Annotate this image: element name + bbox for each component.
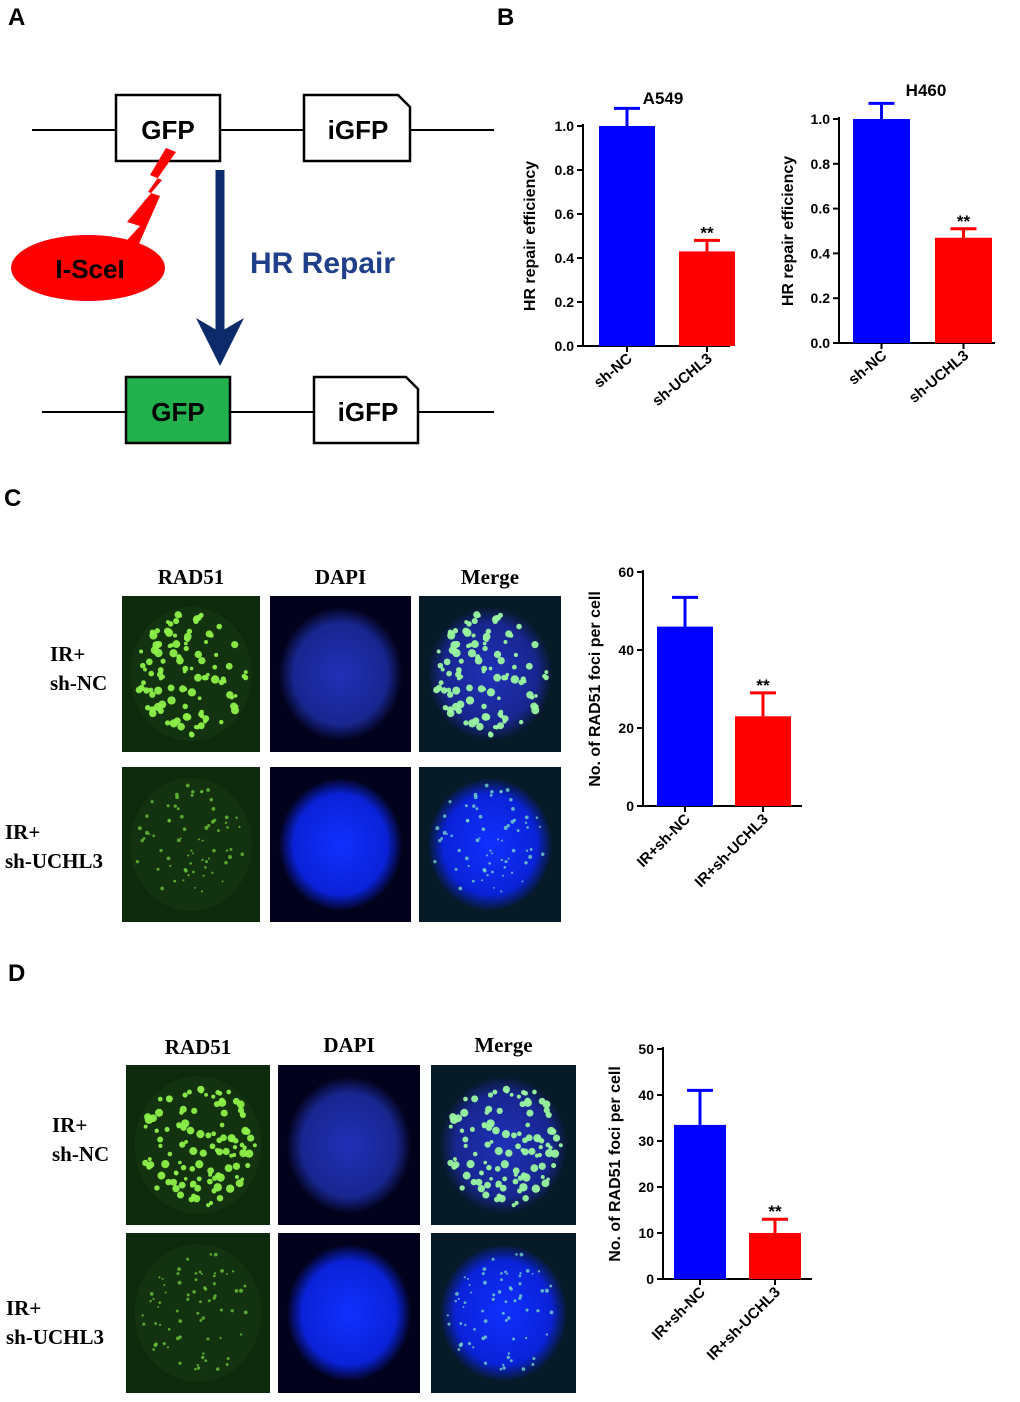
gfp-bottom-label: GFP <box>151 397 204 427</box>
bar-ir-sh-uchl3 <box>735 716 791 806</box>
micrograph-rad51-sh-uchl3-c <box>122 767 260 922</box>
y-tick-label: 50 <box>638 1041 654 1057</box>
significance-marker: ** <box>957 212 971 231</box>
row-label-sh-uchl3-d: IR+ sh-UCHL3 <box>6 1296 105 1349</box>
panel-label-c: C <box>4 485 22 512</box>
col-label-merge-c: Merge <box>460 565 520 589</box>
panel-label-a: A <box>8 4 26 31</box>
col-label-dapi-c: DAPI <box>314 565 367 589</box>
row-label-sh-nc-d: IR+ sh-NC <box>52 1113 110 1166</box>
y-tick-label: 0.2 <box>811 290 831 306</box>
y-axis-label: HR repair efficiency <box>780 156 797 306</box>
y-tick-label: 1.0 <box>555 118 575 134</box>
micrograph-merge-sh-nc-d <box>431 1065 576 1225</box>
y-tick-label: 0.6 <box>811 201 831 217</box>
x-tick-label: IR+sh-NC <box>649 1284 709 1344</box>
y-axis-label: No. of RAD51 foci per cell <box>587 591 604 787</box>
micrograph-dapi-sh-uchl3-d <box>278 1233 420 1393</box>
x-tick-label: sh-NC <box>845 347 890 389</box>
chart-title: H460 <box>906 81 947 100</box>
y-tick-label: 0.4 <box>811 245 831 261</box>
gfp-top-label: GFP <box>141 115 194 145</box>
micrograph-dapi-sh-nc-d <box>278 1065 420 1225</box>
x-tick-label: IR+sh-UCHL3 <box>704 1284 784 1364</box>
bar-sh-uchl3 <box>679 251 735 346</box>
y-tick-label: 20 <box>638 1179 654 1195</box>
hr-repair-label: HR Repair <box>250 247 395 280</box>
y-tick-label: 0.8 <box>811 156 831 172</box>
x-tick-label: IR+sh-UCHL3 <box>692 811 772 891</box>
y-tick-label: 30 <box>638 1133 654 1149</box>
bar-sh-nc <box>853 119 910 343</box>
y-tick-label: 0.0 <box>811 335 831 351</box>
bar-sh-uchl3 <box>935 237 992 343</box>
chart-a549-hr-efficiency: 0.0 0.2 0.4 0.6 0.8 1.0 HR repair efficiency A5… <box>522 89 735 410</box>
bar-ir-sh-uchl3 <box>749 1233 801 1279</box>
micrograph-dapi-sh-uchl3-c <box>270 767 411 922</box>
lightning-bolt-icon <box>118 148 176 250</box>
x-tick-label: sh-NC <box>591 350 636 392</box>
igfp-top-box <box>302 93 412 163</box>
significance-marker: ** <box>756 676 770 695</box>
isce1-enzyme <box>11 235 165 301</box>
x-tick-label: sh-UCHL3 <box>906 347 972 407</box>
micrograph-rad51-sh-nc-d <box>126 1065 270 1225</box>
micrograph-dapi-sh-nc-c <box>270 596 411 752</box>
col-label-rad51-c: RAD51 <box>157 565 225 589</box>
row-label-sh-uchl3-c: IR+ sh-UCHL3 <box>5 820 104 873</box>
chart-h460-hr-efficiency: 0.0 0.2 0.4 0.6 0.8 1.0 HR repair efficiency H4… <box>780 81 995 407</box>
micrograph-rad51-sh-nc-c <box>122 596 260 752</box>
micrograph-merge-sh-uchl3-c <box>419 767 561 922</box>
bar-sh-nc <box>599 126 655 346</box>
y-tick-label: 0.6 <box>555 206 575 222</box>
y-tick-label: 0.8 <box>555 162 575 178</box>
arrow-down-icon <box>196 318 244 366</box>
col-label-dapi-d: DAPI <box>323 1033 375 1057</box>
panel-label-d: D <box>8 960 26 987</box>
significance-marker: ** <box>768 1202 782 1221</box>
chart-title: A549 <box>643 89 684 108</box>
col-label-merge-d: Merge <box>474 1033 533 1057</box>
bar-ir-sh-nc <box>674 1124 726 1279</box>
isce1-label: I-SceI <box>55 254 124 284</box>
micrograph-merge-sh-uchl3-d <box>431 1233 576 1393</box>
y-tick-label: 40 <box>618 642 634 658</box>
y-axis-label: HR repair efficiency <box>522 161 539 311</box>
y-axis-label: No. of RAD51 foci per cell <box>607 1066 624 1262</box>
bar-ir-sh-nc <box>657 626 713 806</box>
y-tick-label: 10 <box>638 1225 654 1241</box>
y-tick-label: 0 <box>646 1271 654 1287</box>
x-tick-label: sh-UCHL3 <box>649 350 715 410</box>
igfp-bottom-box <box>312 375 420 445</box>
chart-rad51-foci-d: 0 10 20 30 40 50 No. of RAD51 foci per cell IR+… <box>607 1041 812 1364</box>
y-tick-label: 60 <box>618 564 634 580</box>
significance-marker: ** <box>700 223 714 242</box>
x-tick-label: IR+sh-NC <box>634 811 694 871</box>
y-tick-label: 20 <box>618 720 634 736</box>
igfp-top-label: iGFP <box>328 115 389 145</box>
y-tick-label: 0.2 <box>555 294 575 310</box>
y-tick-label: 40 <box>638 1087 654 1103</box>
y-tick-label: 0 <box>626 798 634 814</box>
y-tick-label: 1.0 <box>811 111 831 127</box>
hr-reporter-schematic: GFP iGFP I-SceI HR Repair GFP iGFP <box>11 93 494 445</box>
micrograph-rad51-sh-uchl3-d <box>126 1233 270 1393</box>
y-tick-label: 0.4 <box>555 250 575 266</box>
igfp-bottom-label: iGFP <box>338 397 399 427</box>
micrograph-merge-sh-nc-c <box>419 596 561 752</box>
chart-rad51-foci-c: 0 20 40 60 No. of RAD51 foci per cell IR+sh-N… <box>587 564 802 891</box>
gfp-bottom-box <box>124 375 232 445</box>
col-label-rad51-d: RAD51 <box>164 1035 232 1059</box>
y-tick-label: 0.0 <box>555 338 575 354</box>
row-label-sh-nc-c: IR+ sh-NC <box>50 642 108 695</box>
panel-label-b: B <box>497 4 515 31</box>
